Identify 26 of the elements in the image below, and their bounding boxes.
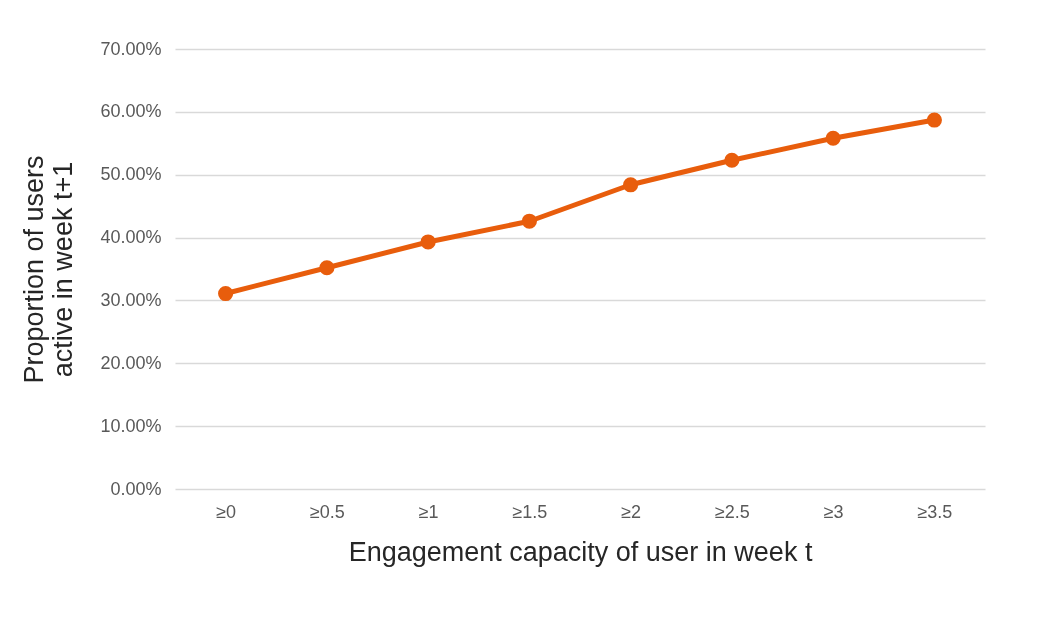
y-tick-label: 50.00%	[100, 164, 162, 185]
y-tick-label: 60.00%	[100, 101, 162, 122]
y-tick-label: 70.00%	[100, 38, 162, 59]
x-axis-title: Engagement capacity of user in week t	[348, 536, 813, 567]
x-tick-label: ≥3	[823, 501, 844, 522]
point	[926, 112, 942, 128]
y-axis-title: Proportion of users active in week t+1	[19, 155, 79, 384]
x-tick-label: ≥0.5	[309, 501, 345, 522]
y-tick-label: 10.00%	[100, 415, 162, 436]
y-tick-label: 40.00%	[100, 227, 162, 248]
x-tick-label: ≥3.5	[917, 501, 953, 522]
point	[319, 260, 335, 276]
point	[420, 234, 436, 250]
y-tick-label: 20.00%	[100, 352, 162, 373]
x-tick-label: ≥1	[418, 501, 439, 522]
point	[521, 213, 537, 229]
point	[724, 152, 740, 168]
x-tick-label: ≥2.5	[714, 501, 750, 522]
x-tick-label: ≥0	[216, 501, 237, 522]
x-tick-label: ≥1.5	[512, 501, 548, 522]
point	[825, 130, 841, 146]
y-tick-label: 0.00%	[110, 478, 162, 499]
point	[623, 177, 639, 193]
point	[218, 285, 234, 302]
x-tick-label: ≥2	[621, 501, 642, 522]
y-tick-label: 30.00%	[100, 289, 162, 310]
